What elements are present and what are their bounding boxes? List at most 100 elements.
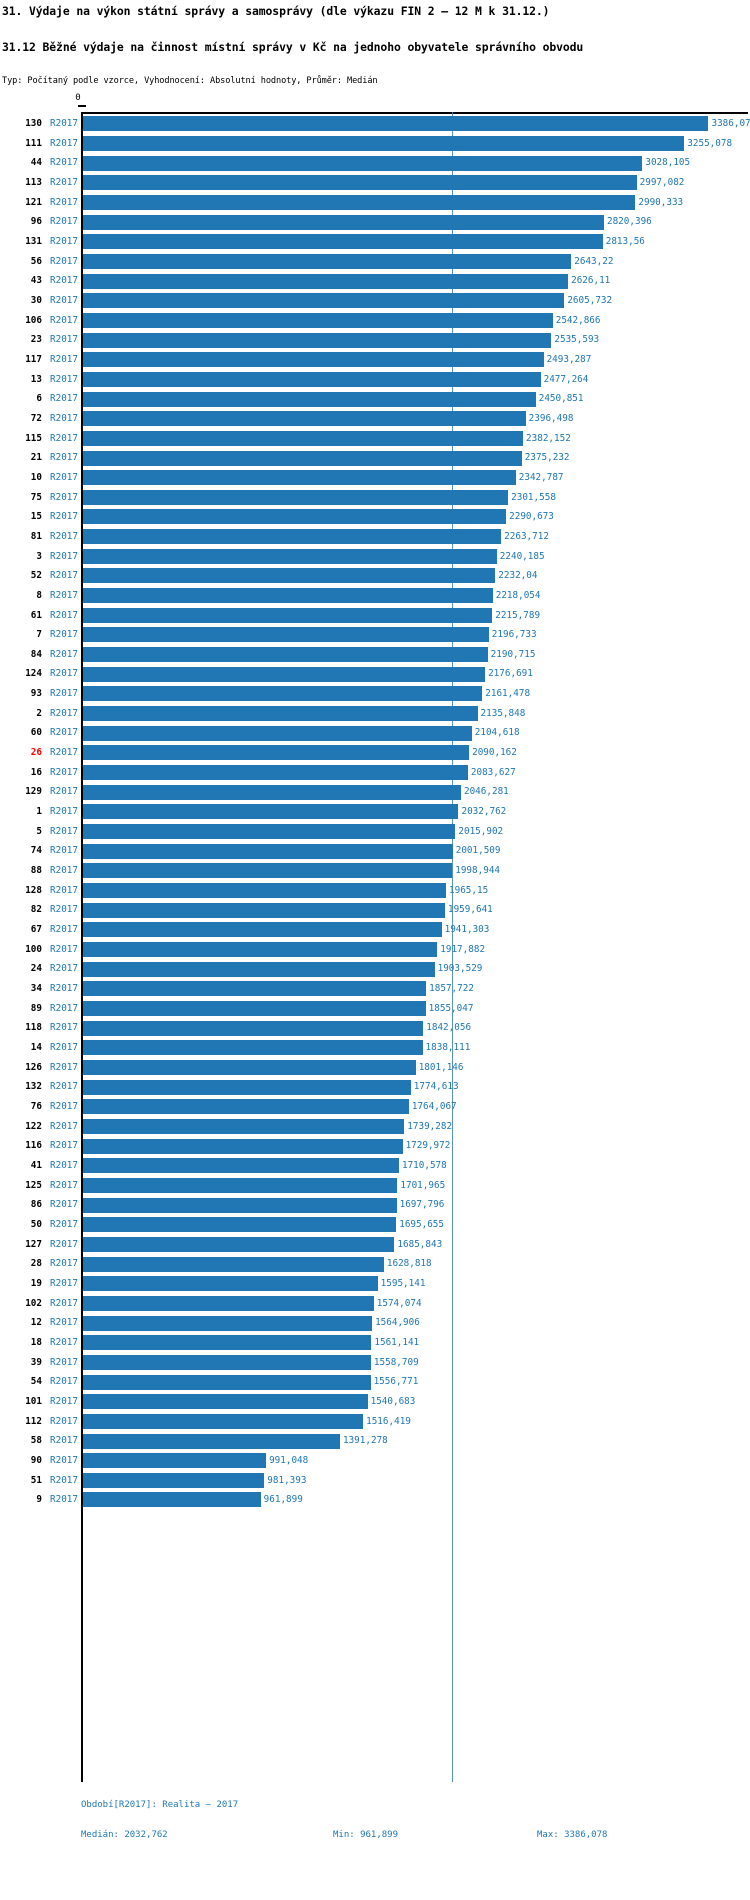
bar[interactable] <box>83 1453 267 1469</box>
bar-row[interactable]: 76 R2017 1764,067 <box>0 1097 750 1117</box>
bar[interactable] <box>83 273 569 289</box>
bar[interactable] <box>83 194 636 210</box>
bar-row[interactable]: 7 R2017 2196,733 <box>0 625 750 645</box>
bar[interactable] <box>83 1394 368 1410</box>
bar[interactable] <box>83 509 507 525</box>
bar[interactable] <box>83 1374 371 1390</box>
bar[interactable] <box>83 1059 416 1075</box>
bar[interactable] <box>83 430 524 446</box>
bar[interactable] <box>83 568 496 584</box>
bar-row[interactable]: 75 R2017 2301,558 <box>0 488 750 508</box>
bar-row[interactable]: 86 R2017 1697,796 <box>0 1195 750 1215</box>
bar-row[interactable]: 24 R2017 1903,529 <box>0 959 750 979</box>
bar-row[interactable]: 13 R2017 2477,264 <box>0 370 750 390</box>
bar-row[interactable]: 34 R2017 1857,722 <box>0 979 750 999</box>
bar-row[interactable]: 51 R2017 981,393 <box>0 1471 750 1491</box>
bar-row[interactable]: 130 R2017 3386,078 <box>0 114 750 134</box>
bar-row[interactable]: 1 R2017 2032,762 <box>0 802 750 822</box>
bar[interactable] <box>83 1492 261 1508</box>
bar-row[interactable]: 89 R2017 1855,047 <box>0 999 750 1019</box>
bar[interactable] <box>83 686 483 702</box>
bar[interactable] <box>83 883 446 899</box>
bar-row[interactable]: 101 R2017 1540,683 <box>0 1392 750 1412</box>
bar[interactable] <box>83 745 470 761</box>
bar-row[interactable]: 111 R2017 3255,078 <box>0 134 750 154</box>
bar[interactable] <box>83 1295 374 1311</box>
bar[interactable] <box>83 1236 395 1252</box>
bar-row[interactable]: 23 R2017 2535,593 <box>0 330 750 350</box>
bar[interactable] <box>83 371 541 387</box>
bar[interactable] <box>83 1020 424 1036</box>
bar-row[interactable]: 112 R2017 1516,419 <box>0 1412 750 1432</box>
bar-row[interactable]: 121 R2017 2990,333 <box>0 193 750 213</box>
bar[interactable] <box>83 1354 371 1370</box>
bar-row[interactable]: 14 R2017 1838,111 <box>0 1038 750 1058</box>
bar-row[interactable]: 113 R2017 2997,082 <box>0 173 750 193</box>
bar-row[interactable]: 82 R2017 1959,641 <box>0 900 750 920</box>
bar[interactable] <box>83 135 685 151</box>
bar-row[interactable]: 96 R2017 2820,396 <box>0 212 750 232</box>
bar-row[interactable]: 28 R2017 1628,818 <box>0 1254 750 1274</box>
bar-row[interactable]: 58 R2017 1391,278 <box>0 1431 750 1451</box>
bar[interactable] <box>83 1000 426 1016</box>
bar-row[interactable]: 129 R2017 2046,281 <box>0 782 750 802</box>
bar[interactable] <box>83 155 643 171</box>
bar-row[interactable]: 106 R2017 2542,866 <box>0 311 750 331</box>
bar[interactable] <box>83 116 709 132</box>
bar-row[interactable]: 72 R2017 2396,498 <box>0 409 750 429</box>
bar-row[interactable]: 132 R2017 1774,613 <box>0 1077 750 1097</box>
bar-row[interactable]: 88 R2017 1998,944 <box>0 861 750 881</box>
bar-row[interactable]: 81 R2017 2263,712 <box>0 527 750 547</box>
bar[interactable] <box>83 1040 423 1056</box>
bar-row[interactable]: 16 R2017 2083,627 <box>0 763 750 783</box>
bar-row[interactable]: 124 R2017 2176,691 <box>0 664 750 684</box>
bar-row[interactable]: 125 R2017 1701,965 <box>0 1176 750 1196</box>
bar[interactable] <box>83 588 493 604</box>
bar[interactable] <box>83 961 435 977</box>
bar[interactable] <box>83 666 486 682</box>
bar-row[interactable]: 54 R2017 1556,771 <box>0 1372 750 1392</box>
bar-row[interactable]: 90 R2017 991,048 <box>0 1451 750 1471</box>
bar-row[interactable]: 41 R2017 1710,578 <box>0 1156 750 1176</box>
bar[interactable] <box>83 784 461 800</box>
bar-row[interactable]: 60 R2017 2104,618 <box>0 723 750 743</box>
bar-row[interactable]: 44 R2017 3028,105 <box>0 153 750 173</box>
bar-row[interactable]: 61 R2017 2215,789 <box>0 606 750 626</box>
bar[interactable] <box>83 1413 364 1429</box>
bar[interactable] <box>83 312 553 328</box>
bar[interactable] <box>83 942 438 958</box>
bar-row[interactable]: 84 R2017 2190,715 <box>0 645 750 665</box>
bar[interactable] <box>83 175 637 191</box>
bar-row[interactable]: 127 R2017 1685,843 <box>0 1235 750 1255</box>
bar[interactable] <box>83 922 442 938</box>
bar-row[interactable]: 67 R2017 1941,303 <box>0 920 750 940</box>
bar-row[interactable]: 26 R2017 2090,162 <box>0 743 750 763</box>
bar[interactable] <box>83 391 536 407</box>
bar-row[interactable]: 116 R2017 1729,972 <box>0 1136 750 1156</box>
bar[interactable] <box>83 706 478 722</box>
bar[interactable] <box>83 765 468 781</box>
bar[interactable] <box>83 214 604 230</box>
bar-row[interactable]: 122 R2017 1739,282 <box>0 1117 750 1137</box>
bar[interactable] <box>83 1315 373 1331</box>
bar-row[interactable]: 12 R2017 1564,906 <box>0 1313 750 1333</box>
bar[interactable] <box>83 607 493 623</box>
bar[interactable] <box>83 824 456 840</box>
bar[interactable] <box>83 1197 397 1213</box>
bar[interactable] <box>83 470 516 486</box>
bar-row[interactable]: 131 R2017 2813,56 <box>0 232 750 252</box>
bar-row[interactable]: 19 R2017 1595,141 <box>0 1274 750 1294</box>
bar[interactable] <box>83 548 497 564</box>
bar-row[interactable]: 126 R2017 1801,146 <box>0 1058 750 1078</box>
bar[interactable] <box>83 725 472 741</box>
bar-row[interactable]: 15 R2017 2290,673 <box>0 507 750 527</box>
bar[interactable] <box>83 1138 403 1154</box>
bar-row[interactable]: 6 R2017 2450,851 <box>0 389 750 409</box>
bar[interactable] <box>83 902 445 918</box>
bar[interactable] <box>83 234 603 250</box>
bar-row[interactable]: 100 R2017 1917,882 <box>0 940 750 960</box>
bar-row[interactable]: 128 R2017 1965,15 <box>0 881 750 901</box>
bar-row[interactable]: 52 R2017 2232,04 <box>0 566 750 586</box>
bar[interactable] <box>83 1276 378 1292</box>
bar-row[interactable]: 30 R2017 2605,732 <box>0 291 750 311</box>
